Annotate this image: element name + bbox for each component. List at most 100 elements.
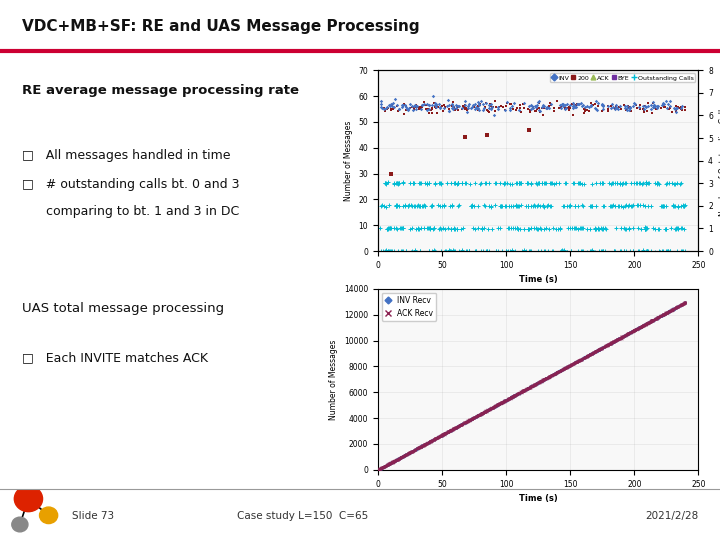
Point <box>400 101 411 110</box>
Point <box>485 100 496 109</box>
Point <box>574 355 585 363</box>
Point <box>577 247 588 255</box>
Point <box>518 386 530 395</box>
Point <box>418 201 430 210</box>
Point <box>531 201 542 210</box>
Point <box>409 446 420 454</box>
Point <box>598 343 610 352</box>
Point <box>449 423 460 432</box>
Point <box>558 364 570 373</box>
Point <box>543 373 554 382</box>
Point <box>374 465 386 474</box>
Point <box>621 330 633 339</box>
Point <box>376 463 387 472</box>
Point <box>403 449 415 457</box>
Point <box>405 448 417 456</box>
Point <box>648 101 660 110</box>
Point <box>665 307 677 315</box>
Point <box>415 201 426 210</box>
Point <box>451 101 462 110</box>
Point <box>675 301 686 309</box>
Point <box>474 410 485 418</box>
Point <box>397 451 408 460</box>
Point <box>518 387 529 395</box>
Point <box>432 433 444 442</box>
Point <box>544 372 556 381</box>
Point <box>416 441 428 449</box>
Point <box>539 375 551 383</box>
Point <box>451 422 463 431</box>
Point <box>577 355 588 364</box>
Point <box>490 402 501 410</box>
Point <box>516 107 527 116</box>
Point <box>403 448 415 457</box>
Point <box>572 356 583 365</box>
Point <box>430 434 441 442</box>
Point <box>420 439 431 448</box>
Point <box>585 349 597 358</box>
Point <box>539 179 551 188</box>
Point <box>482 406 493 414</box>
Point <box>487 403 498 412</box>
Point <box>676 300 688 309</box>
Point <box>631 325 642 333</box>
Point <box>528 381 539 390</box>
Point <box>397 179 408 187</box>
Point <box>660 308 672 317</box>
Point <box>541 373 553 382</box>
Point <box>405 448 417 456</box>
Point <box>608 338 620 346</box>
Point <box>429 103 441 111</box>
Point <box>566 360 577 369</box>
Point <box>448 423 459 432</box>
Point <box>670 304 681 313</box>
Point <box>575 355 586 364</box>
Point <box>514 389 526 397</box>
Point <box>490 103 502 112</box>
Point <box>456 419 468 428</box>
Point <box>661 309 672 318</box>
Point <box>661 309 672 318</box>
Point <box>586 348 598 357</box>
Point <box>503 394 514 403</box>
Point <box>539 375 550 383</box>
Point <box>410 444 422 453</box>
Point <box>613 335 624 343</box>
Point <box>631 178 642 187</box>
Point <box>557 364 569 373</box>
Point <box>611 335 623 344</box>
Point <box>491 401 503 410</box>
Point <box>418 441 429 449</box>
Point <box>495 399 507 407</box>
Point <box>426 437 437 446</box>
Point <box>402 449 414 458</box>
Point <box>537 376 549 385</box>
Point <box>418 441 430 449</box>
Point <box>463 416 474 425</box>
Point <box>376 463 387 472</box>
Point <box>650 314 662 322</box>
Point <box>539 224 550 233</box>
Point <box>380 462 392 470</box>
Point <box>458 419 469 428</box>
Point <box>672 302 684 310</box>
Point <box>472 411 483 420</box>
Point <box>652 102 664 111</box>
Point <box>644 318 656 327</box>
Point <box>618 332 629 341</box>
Point <box>593 345 605 354</box>
Point <box>544 372 555 381</box>
Point <box>390 202 402 211</box>
Point <box>559 363 571 372</box>
Point <box>431 433 443 442</box>
Point <box>534 107 546 116</box>
Point <box>426 437 437 445</box>
Point <box>397 453 408 461</box>
Point <box>677 299 688 308</box>
Point <box>454 420 466 429</box>
Point <box>606 340 617 348</box>
Point <box>504 106 516 114</box>
Point <box>629 326 641 334</box>
Point <box>449 424 460 433</box>
Point <box>464 416 476 424</box>
